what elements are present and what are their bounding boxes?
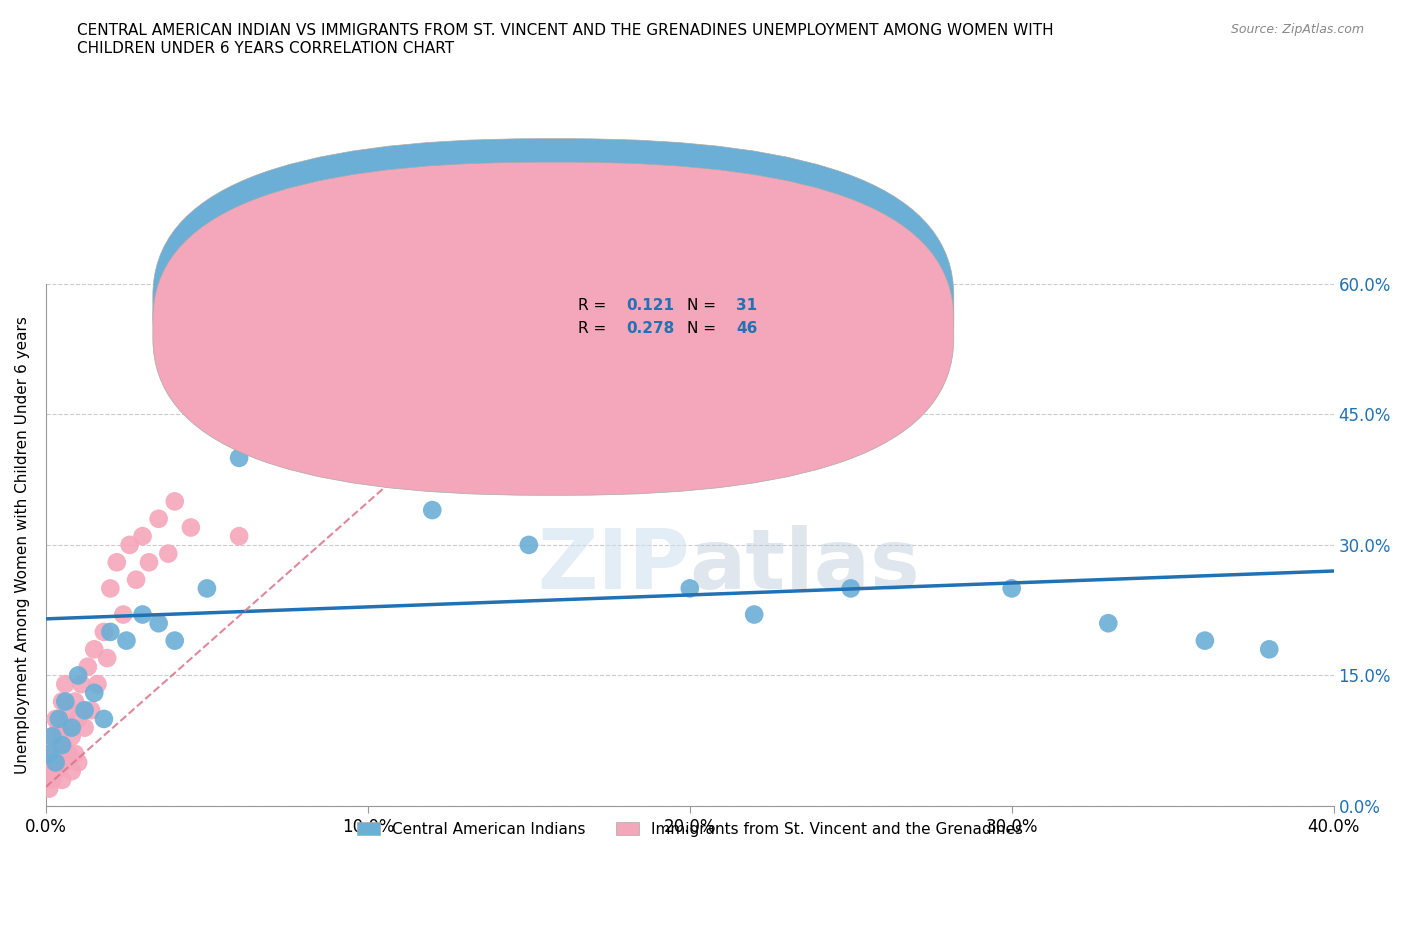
Point [45, 737, 67, 752]
Point [195, 302, 218, 317]
Point [228, 450, 250, 465]
Point [357, 468, 380, 483]
Y-axis label: Unemployment Among Women with Children Under 6 years: Unemployment Among Women with Children U… [15, 316, 30, 774]
Point [45, 764, 67, 778]
Point [292, 364, 315, 379]
Point [48, 755, 70, 770]
Text: N =: N = [688, 321, 721, 337]
Point [41, 755, 63, 770]
Point [45, 755, 67, 770]
Point [83, 642, 105, 657]
Point [1001, 581, 1024, 596]
Point [53, 755, 76, 770]
Point [228, 529, 250, 544]
Point [76, 659, 98, 674]
Point [67, 668, 90, 683]
Point [38, 746, 60, 761]
Text: 0.278: 0.278 [627, 321, 675, 337]
Point [48, 711, 70, 726]
Point [98, 581, 121, 596]
Point [48, 720, 70, 735]
Point [163, 633, 186, 648]
Point [51, 737, 73, 752]
Point [45, 711, 67, 726]
Point [60, 729, 83, 744]
Point [260, 398, 283, 413]
Text: atlas: atlas [690, 525, 921, 606]
Point [58, 703, 80, 718]
Point [839, 581, 862, 596]
Point [51, 737, 73, 752]
Point [63, 694, 86, 709]
Text: 31: 31 [737, 298, 758, 312]
FancyBboxPatch shape [153, 139, 953, 472]
Point [86, 677, 108, 692]
FancyBboxPatch shape [153, 162, 953, 496]
Point [1258, 642, 1281, 657]
Point [93, 711, 115, 726]
Point [38, 764, 60, 778]
Text: N =: N = [688, 298, 721, 312]
Point [53, 720, 76, 735]
Point [163, 494, 186, 509]
Point [53, 677, 76, 692]
Point [118, 538, 141, 552]
Text: CENTRAL AMERICAN INDIAN VS IMMIGRANTS FROM ST. VINCENT AND THE GRENADINES UNEMPL: CENTRAL AMERICAN INDIAN VS IMMIGRANTS FR… [77, 23, 1054, 56]
Point [67, 711, 90, 726]
FancyBboxPatch shape [523, 290, 863, 352]
Point [195, 581, 218, 596]
Point [63, 746, 86, 761]
Point [60, 764, 83, 778]
Point [582, 424, 605, 439]
Point [41, 773, 63, 788]
Point [157, 546, 180, 561]
Point [131, 529, 153, 544]
Legend: Central American Indians, Immigrants from St. Vincent and the Grenadines: Central American Indians, Immigrants fro… [350, 816, 1029, 843]
Point [53, 694, 76, 709]
Text: 46: 46 [737, 321, 758, 337]
Text: R =: R = [578, 321, 610, 337]
Point [1097, 616, 1119, 631]
Point [70, 677, 93, 692]
Point [148, 616, 170, 631]
Point [679, 581, 702, 596]
Point [73, 703, 96, 718]
Text: Source: ZipAtlas.com: Source: ZipAtlas.com [1230, 23, 1364, 36]
Text: ZIP: ZIP [537, 525, 690, 606]
Point [96, 651, 118, 666]
Point [80, 703, 103, 718]
Point [51, 773, 73, 788]
Text: R =: R = [578, 298, 610, 312]
Point [125, 572, 148, 587]
Point [41, 729, 63, 744]
Point [131, 607, 153, 622]
Point [180, 520, 202, 535]
Point [98, 624, 121, 639]
Point [60, 720, 83, 735]
Point [58, 746, 80, 761]
Point [148, 512, 170, 526]
Point [517, 538, 540, 552]
Point [83, 685, 105, 700]
Text: 0.121: 0.121 [627, 298, 675, 312]
Point [41, 729, 63, 744]
Point [115, 633, 138, 648]
Point [1194, 633, 1216, 648]
Point [420, 502, 443, 517]
Point [105, 555, 128, 570]
Point [67, 755, 90, 770]
Point [73, 720, 96, 735]
Point [38, 781, 60, 796]
Point [38, 746, 60, 761]
Point [742, 607, 765, 622]
Point [138, 555, 160, 570]
Point [51, 694, 73, 709]
Point [93, 624, 115, 639]
Point [112, 607, 135, 622]
